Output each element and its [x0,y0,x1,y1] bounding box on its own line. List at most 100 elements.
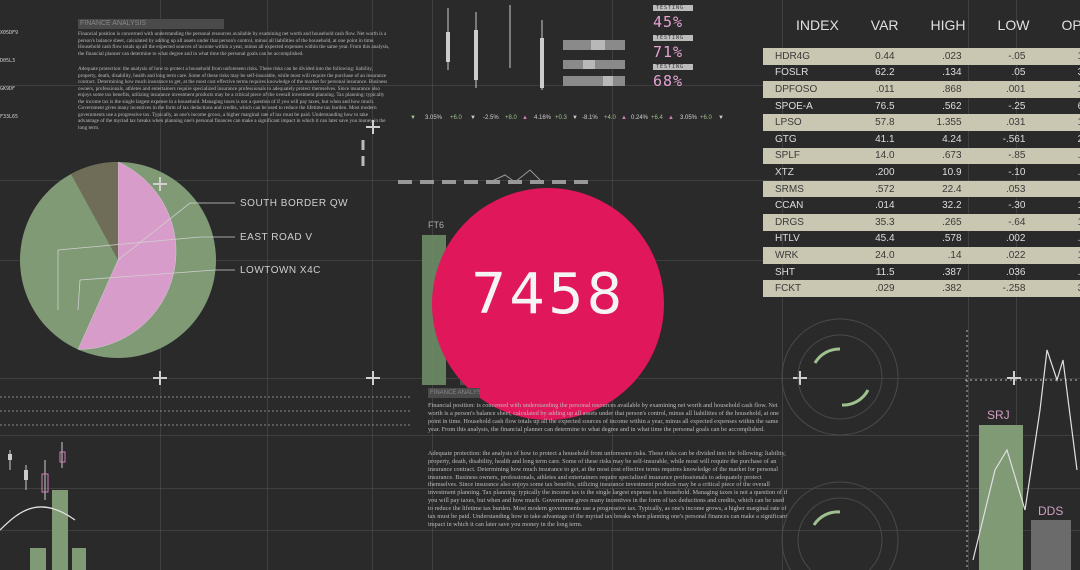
table-cell: .023 [898,48,966,65]
right-bar-chart [965,330,1080,570]
table-cell: .33 [1029,180,1080,198]
table-cell: SPOE-A [775,100,813,112]
table-cell: 14.0 [838,147,899,165]
table-cell: 14.2 [1029,48,1080,65]
crosshair-icon [153,177,167,191]
bar-label: DDS [1038,504,1064,518]
left-paragraph: Financial position is concerned with und… [78,31,390,57]
table-cell: -.05 [965,48,1030,65]
table-cell: DPFOSO [763,81,839,98]
table-row: GTG 41.1 4.24 -.5612.35 [763,131,1080,148]
table-cell: .065 [1029,264,1080,281]
side-label: X05DF9 [0,30,19,36]
percent-box-value: 71% [653,43,684,61]
table-cell: .031 [965,114,1030,131]
table-cell: 3.32 [1029,280,1080,297]
bar-label: SRJ [987,408,1010,422]
ticker-arrow-icon: ▼ [470,115,476,121]
table-cell: 36.2 [1029,65,1080,82]
ticker-item: +0.3 [555,115,567,121]
table-cell: .382 [898,280,966,297]
table-cell: 2.35 [1029,131,1080,148]
table-cell: .053 [965,180,1030,198]
table-row: FOSLR 62.2 .134 .0536.2 [763,65,1080,82]
table-cell: 45.4 [875,233,895,245]
table-cell: .562 [942,100,962,112]
table-cell: .023 [1029,147,1080,165]
table-row: CCAN .014 32.2 -.301.62 [763,197,1080,214]
table-cell: .036 [1005,266,1026,278]
side-label: GK9DF [0,86,16,92]
table-cell: -.64 [965,213,1030,231]
table-cell: 32.2 [942,200,962,212]
table-cell: .05 [1011,67,1026,79]
table-row: SPOE-A 76.5 .562 -.2563.0 [763,98,1080,115]
ticker-arrow-icon: ▼ [572,115,578,121]
pie-legend-item: EAST ROAD V [240,232,313,243]
table-cell: HDR4G [763,48,839,65]
center-paragraph: Adequate protection: the analysis of how… [428,450,788,528]
table-cell: SHT [775,266,795,278]
percent-box-label: TESTING ALL [653,64,693,76]
table-cell: .067 [1029,164,1080,181]
table-cell: 12.3 [1029,81,1080,98]
index-table: INDEX VAR HIGH LOW OPEN HDR4G0.44.023-.0… [763,16,1080,297]
table-cell: GTG [775,133,797,145]
percent-box-label: TESTING ALL [653,35,693,47]
center-label: FT6 [428,220,445,230]
center-paragraph: Financial position: is concerned with un… [428,402,779,433]
pie-legend-item: SOUTH BORDER QW [240,198,349,209]
table-row: XTZ .200 10.9 -.10.067 [763,164,1080,181]
ticker-item: +6.0 [700,115,712,121]
ticker-arrow-icon: ▼ [718,115,724,121]
table-cell: .200 [875,166,895,178]
table-row: HTLV 45.4 .578 .002.053 [763,231,1080,248]
table-cell: WRK [763,247,839,264]
crosshair-icon [1007,371,1021,385]
table-header: INDEX [796,17,839,33]
table-cell: 1.23 [1029,247,1080,264]
ticker-item: 4.16% [534,115,552,121]
table-cell: 76.5 [875,100,895,112]
table-cell: .014 [875,200,895,212]
ticker-item: -2.5% [483,115,499,121]
percent-box: TESTING ALL 45% [653,5,693,31]
table-cell: .011 [838,81,899,98]
table-cell: 1.62 [1029,197,1080,214]
table-cell: .14 [898,247,966,264]
table-cell: 41.1 [875,133,895,145]
table-cell: XTZ [775,166,794,178]
table-cell: .022 [965,247,1030,264]
table-cell: 24.0 [838,247,899,264]
table-cell: 35.3 [838,213,899,231]
table-cell: 1.66 [1029,114,1080,131]
table-header: VAR [870,17,899,33]
table-row: SHT 11.5 .387 .036.065 [763,264,1080,281]
center-heading: FINANCE ANALYSIS [428,388,480,398]
table-cell: .134 [942,67,962,79]
left-paragraph: Adequate protection: the analysis of how… [78,66,388,131]
counter-circle [432,188,664,420]
table-row: FCKT.029.382-.2583.32 [763,280,1080,297]
ticker-item: +8.0 [505,115,517,121]
dashed-line [361,140,592,184]
ticker-item: +6.0 [450,115,462,121]
ticker-arrow-icon: ▲ [621,115,627,121]
ticker-arrow-icon: ▲ [668,115,674,121]
table-header: HIGH [930,17,966,33]
ticker-item: +6.4 [651,115,663,121]
pie-chart [20,161,235,358]
table-cell: 1.355 [898,114,966,131]
ticker-item: +4.0 [604,115,616,121]
table-cell: .578 [942,233,962,245]
table-cell: FCKT [763,280,839,297]
table-cell: SPLF [763,147,839,165]
table-header: OPEN [1061,17,1080,33]
bottom-left-chart [0,442,86,570]
crosshair-icon [366,371,380,385]
table-cell: -.85 [965,147,1030,165]
